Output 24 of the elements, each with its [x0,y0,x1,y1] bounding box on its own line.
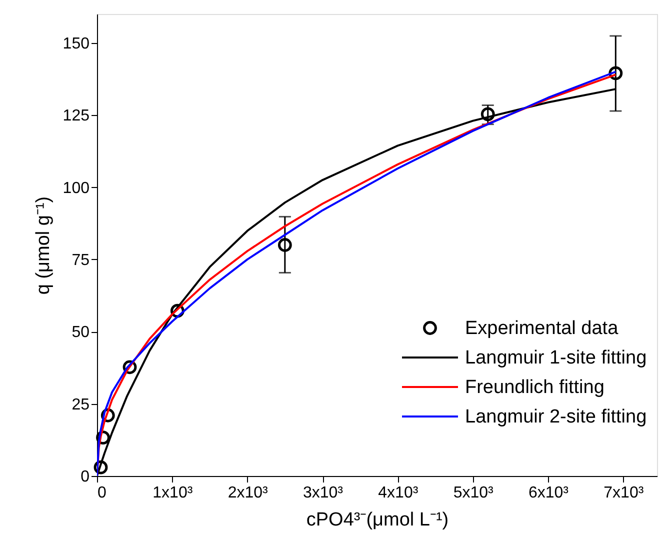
y-axis-title: q (μmol g⁻¹) [32,196,54,295]
y-tick-label: 100 [62,180,90,197]
legend-label: Langmuir 2-site fitting [465,406,647,428]
legend-label: Langmuir 1-site fitting [465,348,647,368]
x-tick-label: 0 [98,484,106,502]
x-tick-label: 7x10³ [604,484,644,502]
y-tick-label: 125 [62,108,90,125]
y-tick-label: 75 [72,252,90,269]
y-tick-label: 0 [80,468,90,486]
y-tick-label: 25 [72,396,90,414]
point [94,460,108,474]
x-tick-label: 3x10³ [302,484,344,502]
point [278,238,292,252]
legend-label: Freundlich fitting [465,377,604,398]
x-tick-label: 2x10³ [228,484,269,502]
x-axis-title: cPO4³⁻(μmol L⁻¹) [306,510,449,530]
x-tick-label: 4x10³ [378,484,419,502]
point [480,107,495,122]
legend-label: Experimental data [465,318,619,339]
x-tick-label: 5x10³ [453,484,494,502]
y-tick-label: 150 [62,35,90,52]
x-tick-label: 6x10³ [528,484,570,502]
x-tick-label: 1x10³ [152,484,194,502]
y-tick-label: 50 [72,324,90,342]
